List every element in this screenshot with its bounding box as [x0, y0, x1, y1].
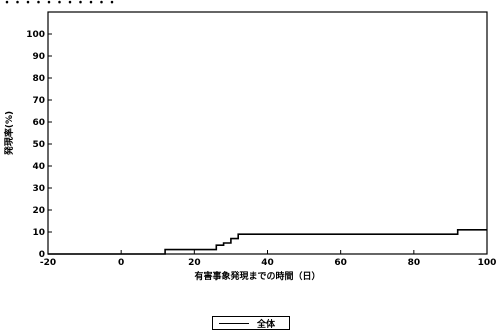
x-tick-label: -20: [40, 258, 56, 268]
y-tick-label: 50: [32, 140, 45, 150]
x-tick-label: 60: [334, 258, 347, 268]
y-axis-label: 発現率(%): [3, 111, 15, 156]
y-tick-label: 0: [39, 250, 45, 260]
x-tick-label: 100: [478, 258, 496, 268]
x-tick-label: 80: [408, 258, 421, 268]
y-tick-label: 90: [32, 52, 45, 62]
y-tick-label: 20: [32, 206, 45, 216]
legend-line-swatch: [219, 322, 249, 324]
series-layer: [48, 229, 487, 255]
y-tick-label: 60: [32, 118, 45, 128]
x-axis-ticks: -20 0 20 40 60 80 100: [40, 250, 496, 268]
y-tick-label: 100: [26, 30, 45, 40]
y-tick-label: 10: [32, 228, 45, 238]
legend: 全体: [212, 316, 290, 330]
y-tick-label: 70: [32, 96, 45, 106]
x-tick-label: 20: [188, 258, 201, 268]
x-tick-label: 40: [261, 258, 274, 268]
plot-frame: [47, 11, 488, 255]
y-tick-label: 40: [32, 162, 45, 172]
series-line-全体: [48, 229, 487, 255]
y-axis-ticks: 0 10 20 30 40 50 60 70 80 90 100: [26, 30, 52, 260]
legend-label: 全体: [257, 319, 276, 330]
x-tick-label: 0: [118, 258, 124, 268]
header-text: ・・・・・・・・・・・: [2, 0, 118, 9]
y-tick-label: 80: [32, 74, 45, 84]
y-tick-label: 30: [32, 184, 45, 194]
x-axis-label: 有害事象発現までの時間（日）: [194, 270, 320, 282]
